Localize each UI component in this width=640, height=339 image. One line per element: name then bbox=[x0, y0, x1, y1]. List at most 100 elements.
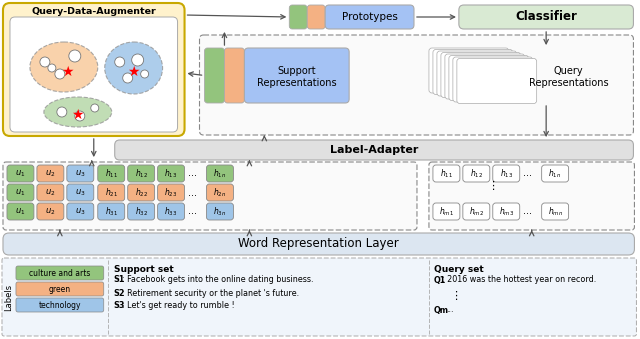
Text: Labels: Labels bbox=[4, 283, 13, 311]
FancyBboxPatch shape bbox=[98, 184, 125, 201]
Text: technology: technology bbox=[38, 300, 81, 310]
Circle shape bbox=[57, 107, 67, 117]
FancyBboxPatch shape bbox=[7, 184, 34, 201]
Text: $u_3$: $u_3$ bbox=[75, 187, 86, 198]
Text: Query: Query bbox=[554, 65, 584, 76]
FancyBboxPatch shape bbox=[115, 140, 634, 160]
Text: $h_{m3}$: $h_{m3}$ bbox=[499, 205, 514, 218]
Text: ...: ... bbox=[523, 168, 532, 179]
Text: : Retirement security or the planet 's future.: : Retirement security or the planet 's f… bbox=[122, 288, 299, 298]
FancyBboxPatch shape bbox=[541, 203, 568, 220]
FancyBboxPatch shape bbox=[493, 203, 520, 220]
FancyBboxPatch shape bbox=[7, 165, 34, 182]
FancyBboxPatch shape bbox=[67, 203, 94, 220]
Text: Support: Support bbox=[278, 65, 316, 76]
FancyBboxPatch shape bbox=[128, 203, 155, 220]
FancyBboxPatch shape bbox=[16, 298, 104, 312]
FancyBboxPatch shape bbox=[463, 165, 490, 182]
FancyBboxPatch shape bbox=[200, 35, 634, 135]
FancyBboxPatch shape bbox=[449, 56, 529, 100]
Ellipse shape bbox=[30, 42, 98, 92]
Text: $u_1$: $u_1$ bbox=[15, 206, 26, 217]
Text: $h_{12}$: $h_{12}$ bbox=[470, 167, 483, 180]
Text: $h_{33}$: $h_{33}$ bbox=[164, 205, 178, 218]
Text: ⋮: ⋮ bbox=[487, 181, 499, 191]
FancyBboxPatch shape bbox=[3, 162, 417, 230]
Text: ⋮: ⋮ bbox=[450, 291, 461, 301]
Text: $u_1$: $u_1$ bbox=[15, 187, 26, 198]
Text: ...: ... bbox=[523, 206, 532, 217]
Text: Representations: Representations bbox=[529, 78, 609, 87]
FancyBboxPatch shape bbox=[37, 203, 64, 220]
Text: $h_{32}$: $h_{32}$ bbox=[134, 205, 148, 218]
Circle shape bbox=[69, 50, 81, 62]
Text: $u_3$: $u_3$ bbox=[75, 168, 86, 179]
FancyBboxPatch shape bbox=[429, 48, 509, 93]
FancyBboxPatch shape bbox=[463, 203, 490, 220]
Text: $h_{12}$: $h_{12}$ bbox=[134, 167, 148, 180]
Text: $h_{11}$: $h_{11}$ bbox=[105, 167, 118, 180]
Ellipse shape bbox=[105, 42, 163, 94]
FancyBboxPatch shape bbox=[7, 203, 34, 220]
Text: green: green bbox=[49, 284, 71, 294]
FancyBboxPatch shape bbox=[433, 49, 513, 95]
Text: $h_{1n}$: $h_{1n}$ bbox=[213, 167, 227, 180]
Text: $u_2$: $u_2$ bbox=[45, 206, 56, 217]
FancyBboxPatch shape bbox=[459, 5, 634, 29]
Text: Prototypes: Prototypes bbox=[342, 12, 397, 22]
FancyBboxPatch shape bbox=[433, 165, 460, 182]
FancyBboxPatch shape bbox=[128, 165, 155, 182]
Text: ★: ★ bbox=[127, 65, 140, 79]
Text: $u_1$: $u_1$ bbox=[15, 168, 26, 179]
Ellipse shape bbox=[44, 97, 112, 127]
Text: Q1: Q1 bbox=[434, 276, 446, 284]
Text: $h_{13}$: $h_{13}$ bbox=[500, 167, 513, 180]
FancyBboxPatch shape bbox=[67, 165, 94, 182]
Text: ★: ★ bbox=[72, 108, 84, 122]
FancyBboxPatch shape bbox=[3, 233, 634, 255]
FancyBboxPatch shape bbox=[441, 53, 521, 98]
FancyBboxPatch shape bbox=[2, 258, 636, 336]
Circle shape bbox=[132, 54, 143, 66]
FancyBboxPatch shape bbox=[207, 184, 234, 201]
Circle shape bbox=[91, 104, 99, 112]
FancyBboxPatch shape bbox=[307, 5, 325, 29]
Circle shape bbox=[48, 64, 56, 72]
FancyBboxPatch shape bbox=[157, 203, 184, 220]
Text: S1: S1 bbox=[114, 276, 125, 284]
FancyBboxPatch shape bbox=[244, 48, 349, 103]
FancyBboxPatch shape bbox=[67, 184, 94, 201]
FancyBboxPatch shape bbox=[433, 203, 460, 220]
Text: $h_{m2}$: $h_{m2}$ bbox=[469, 205, 484, 218]
Text: : Let's get ready to rumble !: : Let's get ready to rumble ! bbox=[122, 301, 234, 311]
FancyBboxPatch shape bbox=[128, 184, 155, 201]
Text: ★: ★ bbox=[61, 65, 74, 79]
Text: Query-Data-Augmenter: Query-Data-Augmenter bbox=[31, 6, 156, 16]
Text: S3: S3 bbox=[114, 301, 125, 311]
FancyBboxPatch shape bbox=[98, 203, 125, 220]
Text: $h_{mn}$: $h_{mn}$ bbox=[548, 205, 563, 218]
Text: $h_{1n}$: $h_{1n}$ bbox=[548, 167, 562, 180]
FancyBboxPatch shape bbox=[16, 282, 104, 296]
Text: S2: S2 bbox=[114, 288, 125, 298]
Text: ...: ... bbox=[188, 206, 197, 217]
Text: Support set: Support set bbox=[114, 264, 173, 274]
Text: : Facebook gets into the online dating business.: : Facebook gets into the online dating b… bbox=[122, 276, 313, 284]
FancyBboxPatch shape bbox=[157, 184, 184, 201]
FancyBboxPatch shape bbox=[37, 184, 64, 201]
Text: : 2016 was the hottest year on record.: : 2016 was the hottest year on record. bbox=[442, 276, 596, 284]
FancyBboxPatch shape bbox=[541, 165, 568, 182]
Text: Label-Adapter: Label-Adapter bbox=[330, 145, 419, 155]
FancyBboxPatch shape bbox=[445, 54, 525, 99]
Text: $h_{11}$: $h_{11}$ bbox=[440, 167, 453, 180]
FancyBboxPatch shape bbox=[493, 165, 520, 182]
FancyBboxPatch shape bbox=[157, 165, 184, 182]
Circle shape bbox=[115, 57, 125, 67]
FancyBboxPatch shape bbox=[457, 59, 537, 103]
Text: Representations: Representations bbox=[257, 78, 337, 87]
Text: $u_3$: $u_3$ bbox=[75, 206, 86, 217]
Text: $h_{13}$: $h_{13}$ bbox=[164, 167, 178, 180]
Text: $h_{21}$: $h_{21}$ bbox=[105, 186, 118, 199]
Text: $u_2$: $u_2$ bbox=[45, 187, 56, 198]
Circle shape bbox=[75, 111, 84, 121]
